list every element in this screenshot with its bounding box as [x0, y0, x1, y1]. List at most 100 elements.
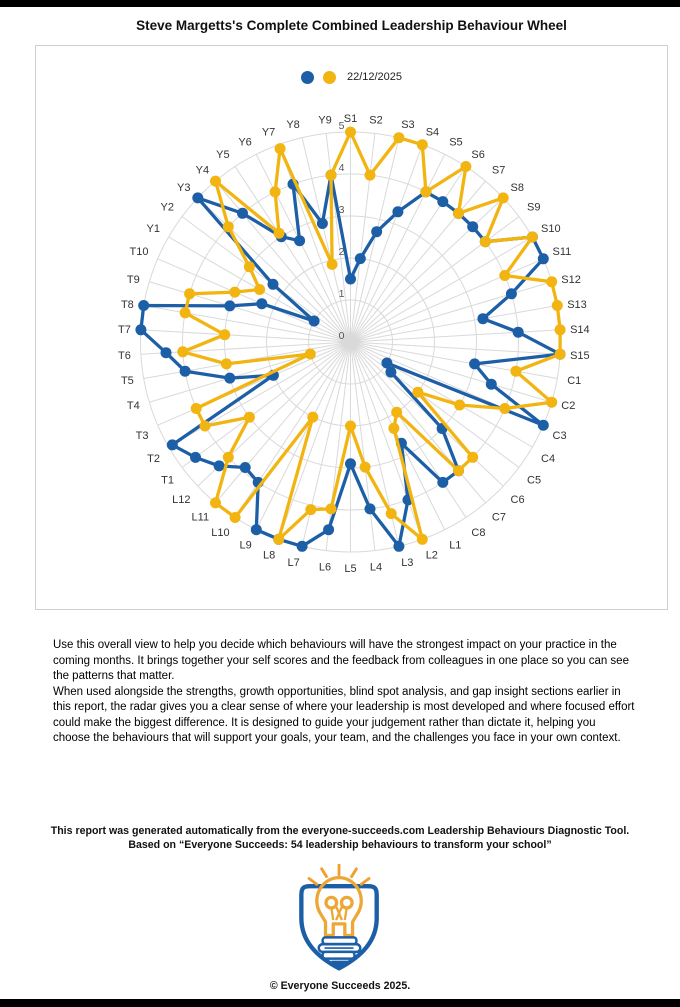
logo-container: [0, 864, 680, 978]
series-yellow-point: [273, 227, 285, 239]
series-blue-point: [316, 218, 328, 229]
radar-spoke: [350, 305, 558, 343]
series-yellow-point: [199, 420, 211, 432]
series-yellow-point: [273, 533, 285, 545]
axis-label-S6: S6: [471, 149, 484, 161]
series-yellow-point: [222, 451, 234, 463]
radar-spoke: [350, 341, 533, 448]
axis-label-T5: T5: [121, 375, 134, 387]
books-icon: [317, 936, 362, 969]
radar-spoke: [350, 341, 486, 504]
series-yellow-point: [546, 276, 558, 288]
axis-label-L3: L3: [401, 557, 413, 569]
axis-label-Y8: Y8: [286, 119, 299, 131]
radar-spoke: [181, 216, 351, 343]
series-blue-point: [267, 278, 279, 290]
series-blue-point: [294, 235, 306, 247]
series-yellow-point: [345, 126, 356, 138]
series-yellow-point: [210, 175, 221, 187]
sun-rays-icon: [307, 864, 371, 886]
radar-spoke: [350, 341, 446, 530]
series-yellow-point: [243, 411, 255, 423]
legend-dot-yellow: [322, 70, 336, 84]
series-yellow-point: [345, 420, 356, 432]
radar-spoke: [350, 341, 376, 551]
radar-ring: [308, 299, 393, 385]
series-blue-point: [392, 206, 404, 218]
radar-spoke: [140, 341, 351, 355]
explanation-text: Use this overall view to help you decide…: [53, 638, 635, 747]
axis-label-Y9: Y9: [318, 115, 331, 127]
bottom-black-bar: [0, 999, 680, 1007]
series-blue-point: [364, 503, 376, 515]
series-yellow-point: [385, 508, 397, 520]
series-blue-point: [512, 326, 524, 338]
series-yellow-point: [326, 258, 338, 270]
series-blue-point: [385, 366, 397, 378]
series-blue-point: [166, 439, 178, 451]
lightbulb-shield-logo: [299, 864, 379, 971]
series-blue-point: [381, 357, 393, 369]
series-blue-point: [469, 358, 481, 370]
radar-spoke: [197, 197, 351, 343]
radar-ring: [182, 173, 519, 511]
axis-label-S10: S10: [541, 223, 561, 235]
radar-spoke: [143, 305, 351, 343]
ring-label-5: 5: [339, 120, 345, 132]
axis-label-T6: T6: [118, 350, 131, 362]
series-yellow-point: [364, 169, 376, 181]
series-yellow-point: [179, 307, 191, 319]
ring-label-0: 0: [339, 330, 345, 342]
series-yellow-point: [460, 161, 472, 172]
radar-spoke: [149, 341, 351, 403]
series-blue-point: [213, 460, 225, 472]
series-yellow-point: [554, 324, 566, 336]
axis-label-C4: C4: [541, 453, 555, 465]
series-yellow-point: [453, 207, 464, 219]
radar-spoke: [350, 341, 561, 355]
axis-label-L4: L4: [370, 562, 382, 574]
axis-label-C3: C3: [553, 430, 567, 442]
series-blue-point: [323, 524, 335, 536]
axis-label-L5: L5: [344, 563, 356, 575]
axis-label-S12: S12: [561, 274, 581, 286]
series-yellow-point: [274, 143, 286, 155]
series-blue-point: [537, 253, 549, 265]
series-yellow-point: [325, 169, 337, 181]
series-yellow-point: [177, 346, 189, 358]
radar-spoke: [350, 133, 376, 343]
series-blue-point: [537, 419, 549, 431]
axis-label-C2: C2: [561, 400, 575, 412]
series-blue-point: [505, 288, 517, 300]
radar-spoke: [215, 341, 351, 504]
series-yellow-point: [190, 403, 202, 414]
series-yellow-point: [220, 358, 232, 370]
series-yellow-point: [416, 533, 428, 545]
series-yellow-point: [388, 422, 400, 434]
radar-spoke: [350, 341, 467, 518]
axis-label-Y7: Y7: [262, 126, 275, 138]
radar-spoke: [350, 166, 467, 343]
series-yellow-point: [479, 236, 491, 248]
series-yellow-point: [391, 406, 403, 418]
explanation-paragraph-2: When used alongside the strengths, growt…: [53, 685, 635, 745]
axis-label-L1: L1: [449, 540, 461, 552]
axis-label-C7: C7: [492, 512, 506, 524]
radar-spoke: [350, 281, 552, 343]
series-blue-point: [437, 476, 449, 488]
axis-label-C8: C8: [471, 527, 485, 539]
axis-label-S7: S7: [492, 165, 505, 177]
series-blue-point: [250, 524, 262, 536]
series-blue-point: [138, 300, 150, 311]
axis-label-T8: T8: [121, 299, 134, 311]
radar-spoke: [350, 341, 552, 403]
radar-spoke: [278, 144, 351, 343]
axis-label-T3: T3: [136, 430, 149, 442]
series-yellow-point: [393, 132, 405, 144]
series-yellow-point: [454, 399, 466, 411]
axis-label-L12: L12: [172, 494, 190, 506]
axis-label-Y4: Y4: [196, 165, 209, 177]
axis-label-S13: S13: [567, 299, 587, 311]
axis-label-T9: T9: [127, 274, 140, 286]
